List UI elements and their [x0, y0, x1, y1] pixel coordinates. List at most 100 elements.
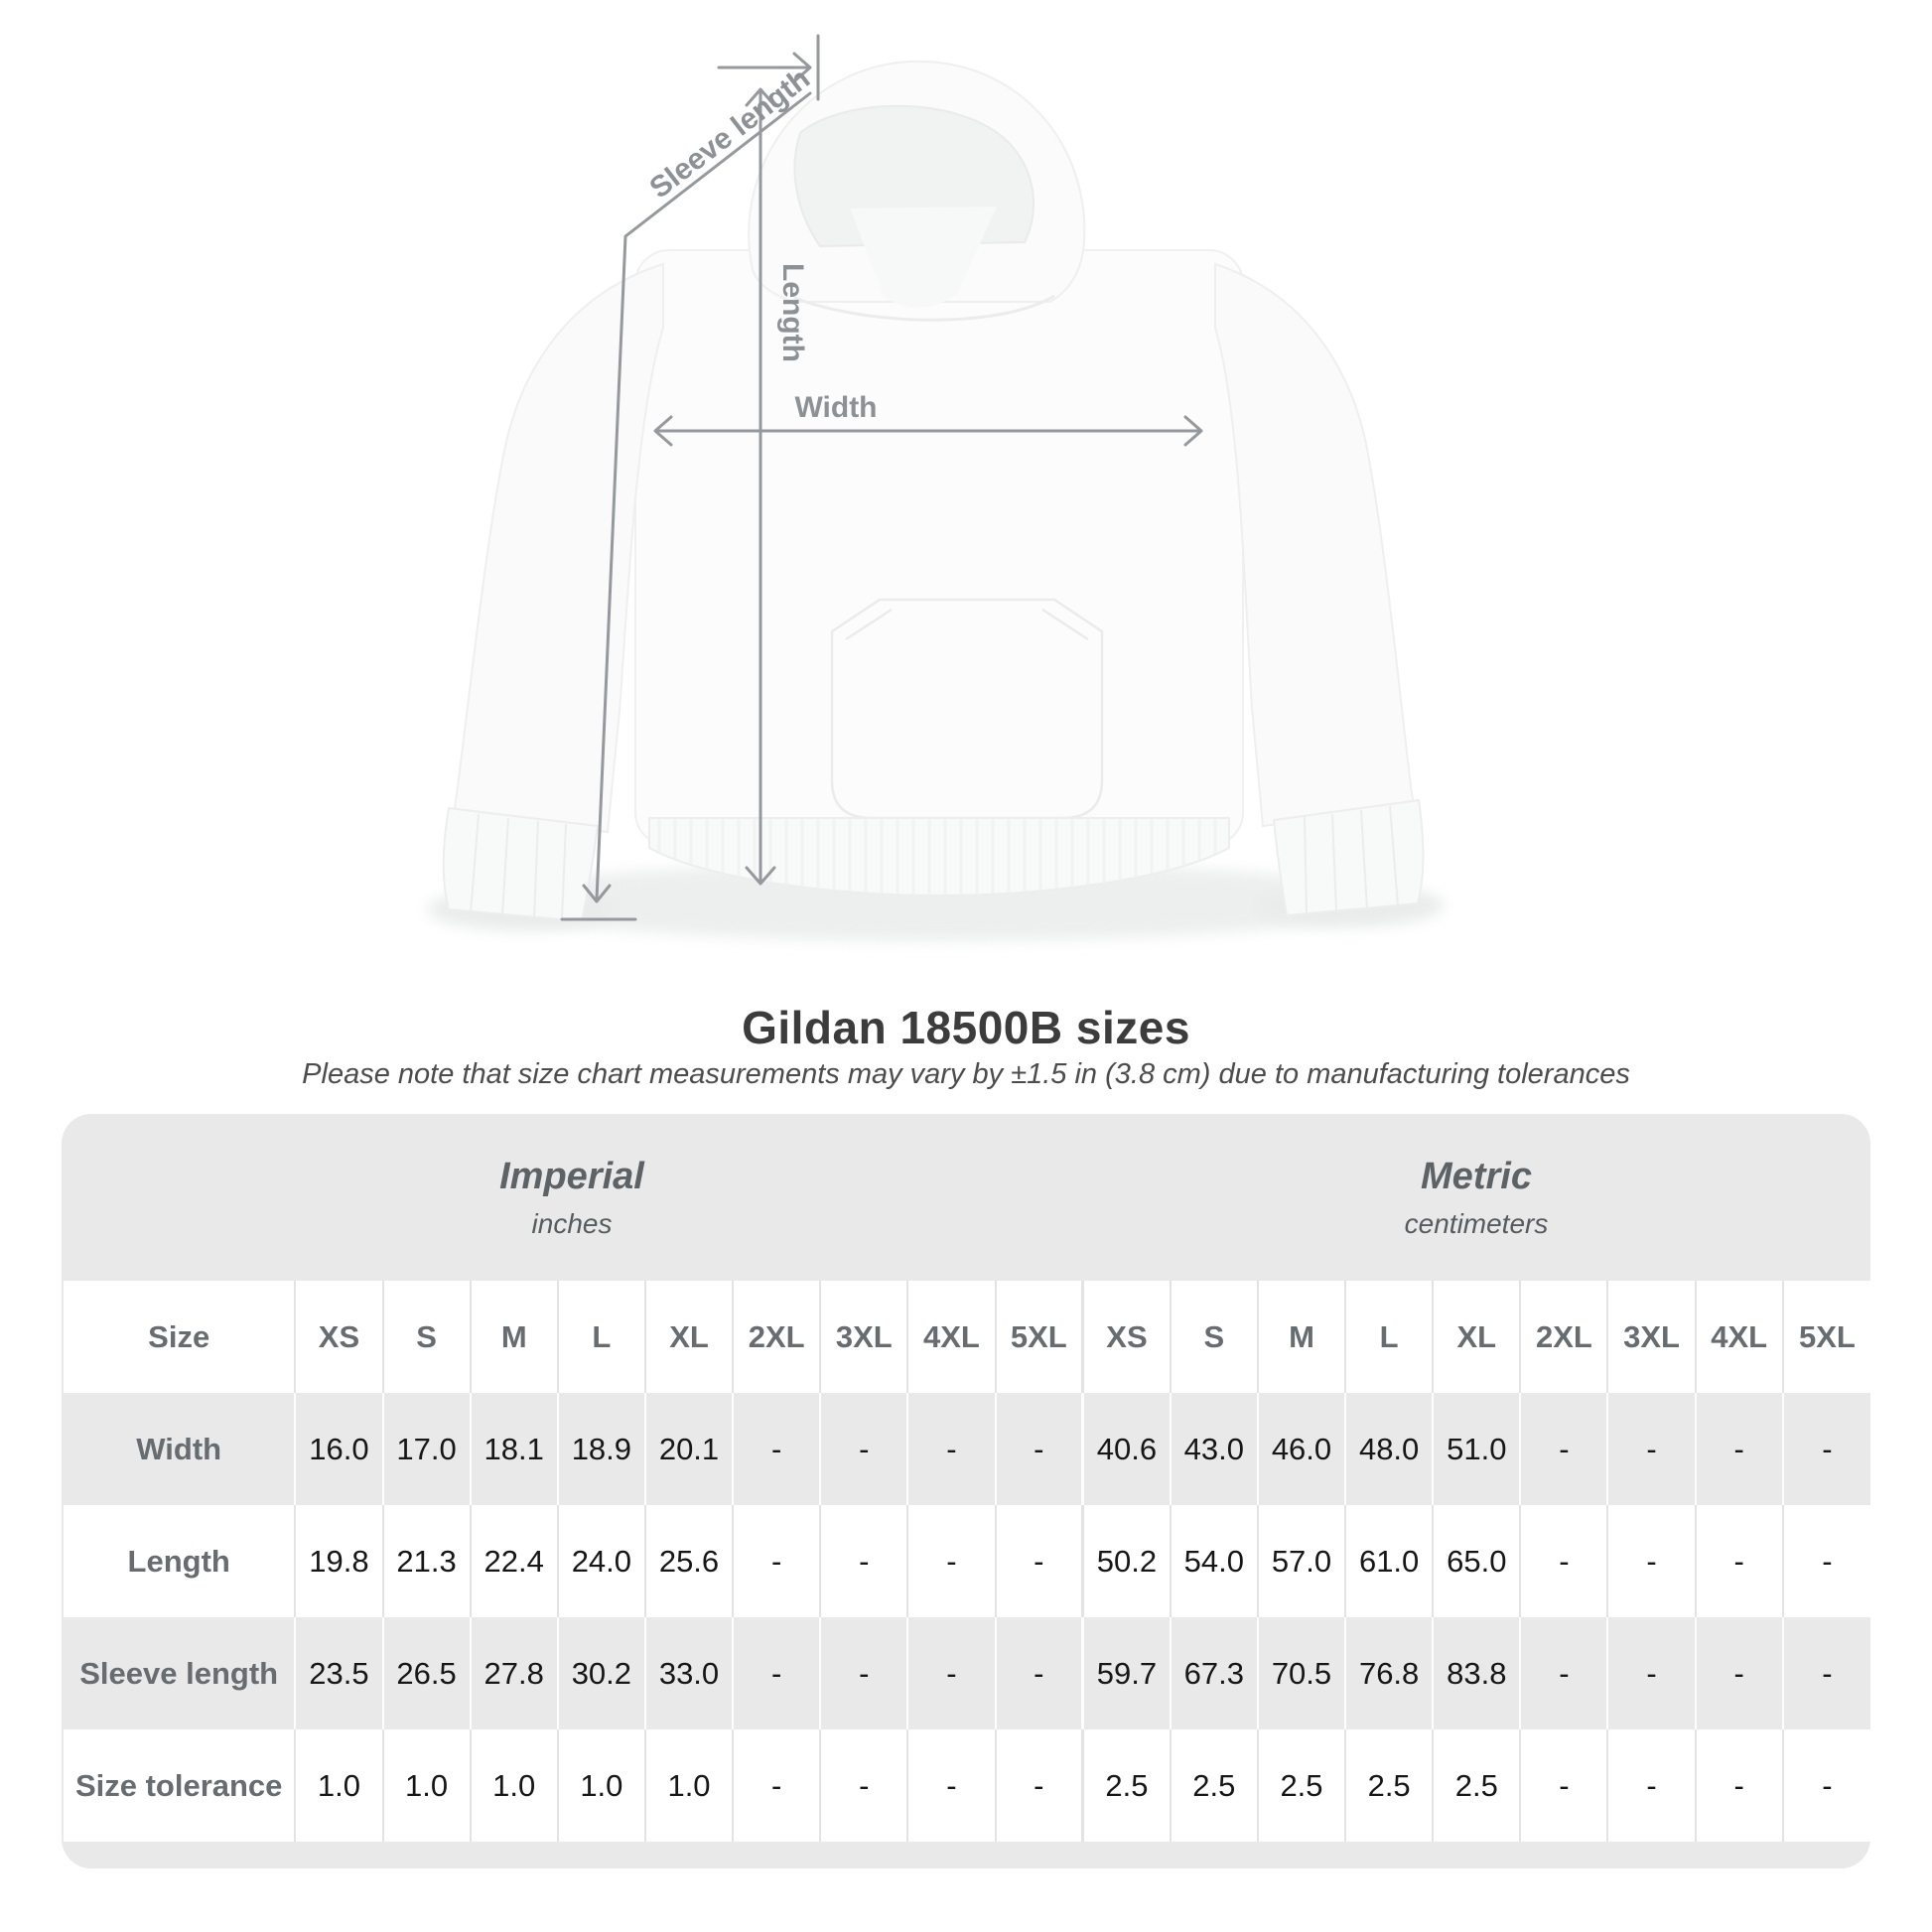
value-cell: -: [994, 1505, 1083, 1617]
hoodie-hood: [748, 60, 1086, 322]
value-cell: -: [819, 1393, 908, 1505]
size-tolerance-row: Size tolerance 1.0 1.0 1.0 1.0 1.0 - - -…: [63, 1729, 1870, 1842]
width-row: Width 16.0 17.0 18.1 18.9 20.1 - - - - 4…: [63, 1393, 1870, 1505]
value-cell: -: [1606, 1729, 1696, 1842]
value-cell: -: [732, 1393, 821, 1505]
imperial-group-unit: inches: [531, 1207, 613, 1239]
imperial-group-title: Imperial: [499, 1155, 644, 1197]
value-cell: 48.0: [1344, 1393, 1434, 1505]
metric-size-col: 2XL: [1519, 1281, 1608, 1393]
imperial-group-header: Imperial inches: [62, 1114, 1082, 1281]
size-header-row: Size XS S M L XL 2XL 3XL 4XL 5XL XS S M …: [63, 1281, 1870, 1393]
sleeve-length-arrow: [560, 34, 820, 921]
value-cell: -: [819, 1729, 908, 1842]
value-cell: -: [906, 1505, 996, 1617]
metric-size-col: 3XL: [1606, 1281, 1696, 1393]
imperial-size-col: XS: [294, 1281, 383, 1393]
value-cell: -: [1781, 1393, 1870, 1505]
value-cell: 76.8: [1344, 1617, 1434, 1729]
metric-size-col: M: [1256, 1281, 1346, 1393]
value-cell: -: [906, 1617, 996, 1729]
row-label: Width: [136, 1431, 222, 1466]
value-cell: -: [994, 1729, 1083, 1842]
value-cell: -: [732, 1505, 821, 1617]
metric-size-col: 4XL: [1694, 1281, 1783, 1393]
value-cell: -: [906, 1393, 996, 1505]
value-cell: 25.6: [643, 1505, 734, 1617]
value-cell: 67.3: [1169, 1617, 1258, 1729]
measurement-annotations: [560, 34, 1203, 921]
metric-group-header: Metric centimeters: [1082, 1114, 1870, 1281]
value-cell: 2.5: [1432, 1729, 1521, 1842]
value-cell: 70.5: [1256, 1617, 1346, 1729]
value-cell: -: [994, 1617, 1083, 1729]
value-cell: 23.5: [294, 1617, 383, 1729]
value-cell: -: [1694, 1505, 1783, 1617]
hoodie-right-sleeve: [1214, 262, 1425, 917]
value-cell: -: [1781, 1505, 1870, 1617]
value-cell: 54.0: [1169, 1505, 1258, 1617]
value-cell: -: [1519, 1617, 1608, 1729]
value-cell: -: [1519, 1393, 1608, 1505]
value-cell: -: [1781, 1617, 1870, 1729]
imperial-size-col: XL: [643, 1281, 734, 1393]
metric-size-col: S: [1169, 1281, 1258, 1393]
value-cell: 27.8: [469, 1617, 558, 1729]
value-cell: 17.0: [381, 1393, 471, 1505]
imperial-size-col: S: [381, 1281, 471, 1393]
metric-group-title: Metric: [1421, 1155, 1532, 1197]
length-arrow: [745, 87, 776, 886]
value-cell: 43.0: [1169, 1393, 1258, 1505]
value-cell: -: [732, 1729, 821, 1842]
value-cell: 33.0: [643, 1617, 734, 1729]
value-cell: -: [1694, 1617, 1783, 1729]
imperial-size-col: 2XL: [732, 1281, 821, 1393]
value-cell: 1.0: [469, 1729, 558, 1842]
row-label: Size tolerance: [74, 1767, 283, 1803]
metric-size-col: XS: [1081, 1281, 1171, 1393]
value-cell: 24.0: [556, 1505, 645, 1617]
metric-size-col: L: [1344, 1281, 1434, 1393]
size-table-container: Imperial inches Metric centimeters Size …: [62, 1114, 1870, 1868]
hoodie-pocket: [830, 598, 1104, 820]
imperial-size-col: 5XL: [994, 1281, 1083, 1393]
value-cell: 40.6: [1081, 1393, 1171, 1505]
imperial-size-col: L: [556, 1281, 645, 1393]
value-cell: -: [819, 1505, 908, 1617]
value-cell: -: [1519, 1505, 1608, 1617]
value-cell: 18.9: [556, 1393, 645, 1505]
width-arrow: [653, 415, 1203, 447]
value-cell: 2.5: [1344, 1729, 1434, 1842]
size-header-label: Size: [148, 1318, 210, 1354]
metric-group-unit: centimeters: [1404, 1207, 1549, 1239]
value-cell: 1.0: [294, 1729, 383, 1842]
value-cell: 22.4: [469, 1505, 558, 1617]
hoodie-waistband: [648, 817, 1230, 897]
imperial-size-col: 4XL: [906, 1281, 996, 1393]
value-cell: -: [819, 1617, 908, 1729]
value-cell: -: [994, 1393, 1083, 1505]
hoodie-left-sleeve: [442, 262, 664, 923]
row-label: Length: [127, 1543, 230, 1579]
sleeve-length-row: Sleeve length 23.5 26.5 27.8 30.2 33.0 -…: [63, 1617, 1870, 1729]
tolerance-note: Please note that size chart measurements…: [302, 1058, 1630, 1090]
value-cell: -: [906, 1729, 996, 1842]
value-cell: 59.7: [1081, 1617, 1171, 1729]
value-cell: 26.5: [381, 1617, 471, 1729]
value-cell: -: [1606, 1393, 1696, 1505]
imperial-size-col: 3XL: [819, 1281, 908, 1393]
metric-size-col: XL: [1432, 1281, 1521, 1393]
value-cell: -: [732, 1617, 821, 1729]
value-cell: 2.5: [1081, 1729, 1171, 1842]
value-cell: 2.5: [1169, 1729, 1258, 1842]
page-title: Gildan 18500B sizes: [742, 1002, 1190, 1053]
width-label: Width: [794, 391, 877, 424]
unit-group-header: Imperial inches Metric centimeters: [62, 1114, 1870, 1281]
imperial-size-col: M: [469, 1281, 558, 1393]
row-label: Sleeve length: [79, 1655, 279, 1691]
value-cell: -: [1694, 1729, 1783, 1842]
metric-size-col: 5XL: [1781, 1281, 1870, 1393]
value-cell: 19.8: [294, 1505, 383, 1617]
